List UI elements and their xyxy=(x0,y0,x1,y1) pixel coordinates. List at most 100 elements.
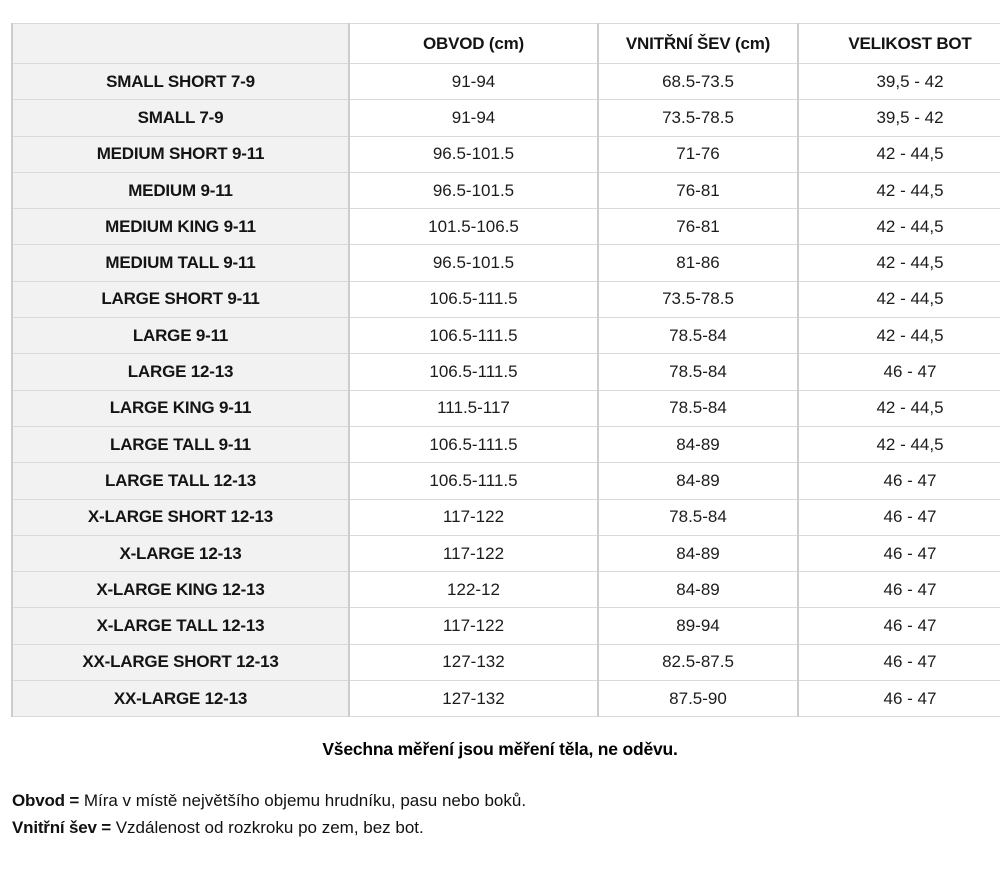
bot-cell: 39,5 - 42 xyxy=(797,62,1000,101)
size-row-label: XX-LARGE 12-13 xyxy=(11,680,350,718)
obvod-cell: 91-94 xyxy=(348,62,599,101)
bot-cell: 46 - 47 xyxy=(797,571,1000,609)
sev-cell: 78.5-84 xyxy=(597,353,799,391)
table-row: MEDIUM 9-11 96.5-101.5 76-81 42 - 44,5 xyxy=(11,171,1000,210)
table-row: MEDIUM TALL 9-11 96.5-101.5 81-86 42 - 44,5 xyxy=(11,244,1000,282)
obvod-cell: 91-94 xyxy=(348,99,599,137)
obvod-cell: 96.5-101.5 xyxy=(348,171,599,210)
size-row-label: LARGE TALL 12-13 xyxy=(11,462,350,500)
table-row: XX-LARGE SHORT 12-13 127-132 82.5-87.5 46 -… xyxy=(11,643,1000,682)
size-row-label: LARGE KING 9-11 xyxy=(11,389,350,427)
table-row: LARGE SHORT 9-11 106.5-111.5 73.5-78.5 42 -… xyxy=(11,280,1000,319)
definition-obvod: Obvod = Míra v místě největšího objemu h… xyxy=(12,788,526,815)
sev-cell: 84-89 xyxy=(597,425,799,464)
table-row: LARGE 9-11 106.5-111.5 78.5-84 42 - 44,5 xyxy=(11,317,1000,355)
sev-cell: 76-81 xyxy=(597,208,799,246)
header-vnitrni-sev: VNITŘNÍ ŠEV (cm) xyxy=(597,23,799,64)
table-row: X-LARGE 12-13 117-122 84-89 46 - 47 xyxy=(11,534,1000,573)
size-table: OBVOD (cm) VNITŘNÍ ŠEV (cm) VELIKOST BOT… xyxy=(11,23,1000,718)
sev-cell: 81-86 xyxy=(597,244,799,282)
measurement-note: Všechna měření jsou měření těla, ne oděv… xyxy=(322,739,678,759)
size-row-label: X-LARGE TALL 12-13 xyxy=(11,607,350,645)
bot-cell: 42 - 44,5 xyxy=(797,317,1000,355)
sev-cell: 78.5-84 xyxy=(597,389,799,427)
sev-cell: 71-76 xyxy=(597,135,799,173)
sev-cell: 78.5-84 xyxy=(597,317,799,355)
obvod-cell: 127-132 xyxy=(348,680,599,718)
obvod-cell: 106.5-111.5 xyxy=(348,462,599,500)
size-row-label: MEDIUM TALL 9-11 xyxy=(11,244,350,282)
size-row-label: LARGE SHORT 9-11 xyxy=(11,280,350,319)
obvod-cell: 122-12 xyxy=(348,571,599,609)
obvod-cell: 101.5-106.5 xyxy=(348,208,599,246)
bot-cell: 46 - 47 xyxy=(797,498,1000,536)
size-row-label: MEDIUM 9-11 xyxy=(11,171,350,210)
table-row: MEDIUM SHORT 9-11 96.5-101.5 71-76 42 - 44,… xyxy=(11,135,1000,173)
sev-cell: 89-94 xyxy=(597,607,799,645)
table-row: XX-LARGE 12-13 127-132 87.5-90 46 - 47 xyxy=(11,680,1000,718)
sev-cell: 76-81 xyxy=(597,171,799,210)
table-row: LARGE TALL 12-13 106.5-111.5 84-89 46 - 47 xyxy=(11,462,1000,500)
obvod-cell: 106.5-111.5 xyxy=(348,280,599,319)
header-row: OBVOD (cm) VNITŘNÍ ŠEV (cm) VELIKOST BOT xyxy=(11,23,1000,64)
definition-obvod-text: Míra v místě největšího objemu hrudníku,… xyxy=(79,791,527,810)
definition-vnitrni-sev: Vnitřní šev = Vzdálenost od rozkroku po … xyxy=(12,815,526,842)
table-row: X-LARGE SHORT 12-13 117-122 78.5-84 46 - 47 xyxy=(11,498,1000,536)
sev-cell: 73.5-78.5 xyxy=(597,99,799,137)
size-row-label: XX-LARGE SHORT 12-13 xyxy=(11,643,350,682)
table-row: LARGE KING 9-11 111.5-117 78.5-84 42 - 44,5 xyxy=(11,389,1000,427)
definition-obvod-term: Obvod = xyxy=(12,791,80,810)
bot-cell: 42 - 44,5 xyxy=(797,425,1000,464)
table-row: LARGE 12-13 106.5-111.5 78.5-84 46 - 47 xyxy=(11,353,1000,391)
sev-cell: 84-89 xyxy=(597,534,799,573)
obvod-cell: 111.5-117 xyxy=(348,389,599,427)
bot-cell: 39,5 - 42 xyxy=(797,99,1000,137)
size-row-label: MEDIUM SHORT 9-11 xyxy=(11,135,350,173)
bot-cell: 42 - 44,5 xyxy=(797,244,1000,282)
header-corner-cell xyxy=(11,23,350,64)
table-row: X-LARGE KING 12-13 122-12 84-89 46 - 47 xyxy=(11,571,1000,609)
obvod-cell: 96.5-101.5 xyxy=(348,135,599,173)
obvod-cell: 106.5-111.5 xyxy=(348,425,599,464)
sev-cell: 73.5-78.5 xyxy=(597,280,799,319)
bot-cell: 42 - 44,5 xyxy=(797,171,1000,210)
table-row: X-LARGE TALL 12-13 117-122 89-94 46 - 47 xyxy=(11,607,1000,645)
size-row-label: X-LARGE KING 12-13 xyxy=(11,571,350,609)
obvod-cell: 117-122 xyxy=(348,498,599,536)
definition-vnitrni-sev-text: Vzdálenost od rozkroku po zem, bez bot. xyxy=(110,817,424,837)
sev-cell: 68.5-73.5 xyxy=(597,62,799,101)
size-row-label: X-LARGE 12-13 xyxy=(11,534,350,573)
bot-cell: 42 - 44,5 xyxy=(797,135,1000,173)
bot-cell: 42 - 44,5 xyxy=(797,208,1000,246)
obvod-cell: 106.5-111.5 xyxy=(348,317,599,355)
bot-cell: 46 - 47 xyxy=(797,680,1000,718)
bot-cell: 42 - 44,5 xyxy=(797,389,1000,427)
table-row: LARGE TALL 9-11 106.5-111.5 84-89 42 - 44,5 xyxy=(11,425,1000,464)
sev-cell: 84-89 xyxy=(597,462,799,500)
definitions-block: Obvod = Míra v místě největšího objemu h… xyxy=(12,788,526,841)
size-row-label: X-LARGE SHORT 12-13 xyxy=(11,498,350,536)
table-row: SMALL 7-9 91-94 73.5-78.5 39,5 - 42 xyxy=(11,99,1000,137)
size-row-label: SMALL 7-9 xyxy=(11,99,350,137)
obvod-cell: 96.5-101.5 xyxy=(348,244,599,282)
sev-cell: 78.5-84 xyxy=(597,498,799,536)
obvod-cell: 106.5-111.5 xyxy=(348,353,599,391)
bot-cell: 46 - 47 xyxy=(797,534,1000,573)
size-row-label: LARGE TALL 9-11 xyxy=(11,425,350,464)
header-velikost-bot: VELIKOST BOT xyxy=(797,23,1000,64)
size-row-label: LARGE 12-13 xyxy=(11,353,350,391)
sev-cell: 82.5-87.5 xyxy=(597,643,799,682)
table-row: SMALL SHORT 7-9 91-94 68.5-73.5 39,5 - 42 xyxy=(11,62,1000,101)
table-row: MEDIUM KING 9-11 101.5-106.5 76-81 42 - 44,… xyxy=(11,208,1000,246)
bot-cell: 46 - 47 xyxy=(797,607,1000,645)
definition-vnitrni-sev-term: Vnitřní šev = xyxy=(12,817,111,837)
size-table-header: OBVOD (cm) VNITŘNÍ ŠEV (cm) VELIKOST BOT xyxy=(11,23,1000,64)
size-row-label: SMALL SHORT 7-9 xyxy=(11,62,350,101)
obvod-cell: 117-122 xyxy=(348,534,599,573)
bot-cell: 46 - 47 xyxy=(797,643,1000,682)
size-table-body: SMALL SHORT 7-9 91-94 68.5-73.5 39,5 - 42 SM… xyxy=(11,62,1000,718)
obvod-cell: 117-122 xyxy=(348,607,599,645)
sev-cell: 84-89 xyxy=(597,571,799,609)
obvod-cell: 127-132 xyxy=(348,643,599,682)
